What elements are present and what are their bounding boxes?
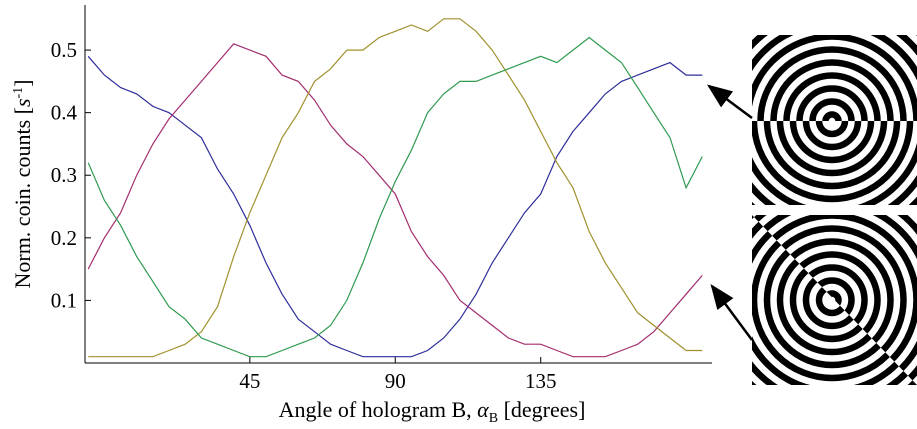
y-tick-label: 0.3: [51, 163, 77, 187]
x-label-text: Angle of hologram B,: [279, 397, 478, 422]
y-label-text: Norm. coin. counts [: [10, 107, 35, 288]
y-label-exponent: -1: [11, 87, 26, 99]
ring: [822, 111, 842, 121]
y-label-close: ]: [10, 79, 35, 86]
ring: [770, 59, 894, 121]
x-tick-label: 90: [385, 369, 406, 393]
y-tick-label: 0.4: [51, 101, 78, 125]
y-tick-label: 0.1: [51, 288, 77, 312]
ring: [776, 121, 888, 177]
series-line: [88, 18, 703, 358]
x-label-subscript: B: [489, 411, 498, 426]
ring: [783, 72, 881, 121]
ring: [815, 121, 849, 138]
ring-half: [752, 121, 917, 205]
ring: [796, 85, 868, 121]
ring: [789, 121, 875, 164]
arrow: [706, 84, 753, 120]
ring: [752, 35, 917, 121]
y-axis-label: Norm. coin. counts [s-1]: [10, 79, 35, 288]
x-axis-label: Angle of hologram B, αB [degrees]: [279, 397, 586, 426]
ring-half: [752, 35, 917, 121]
y-tick-label: 0.2: [51, 226, 77, 250]
ring: [757, 46, 907, 121]
x-label-unit: [degrees]: [498, 397, 585, 422]
ring: [752, 121, 914, 203]
x-tick-label: 45: [239, 369, 260, 393]
ring: [763, 121, 901, 190]
arrow: [710, 283, 754, 341]
ring: [809, 98, 855, 121]
y-label-unit: s: [10, 98, 35, 107]
ring: [802, 121, 862, 151]
y-tick-label: 0.5: [51, 38, 77, 62]
x-label-symbol: α: [477, 397, 489, 422]
series-line: [87, 36, 703, 358]
series-line: [87, 55, 703, 358]
x-tick-label: 135: [525, 369, 557, 393]
hologram-images: [752, 35, 917, 385]
series-line: [87, 43, 703, 358]
